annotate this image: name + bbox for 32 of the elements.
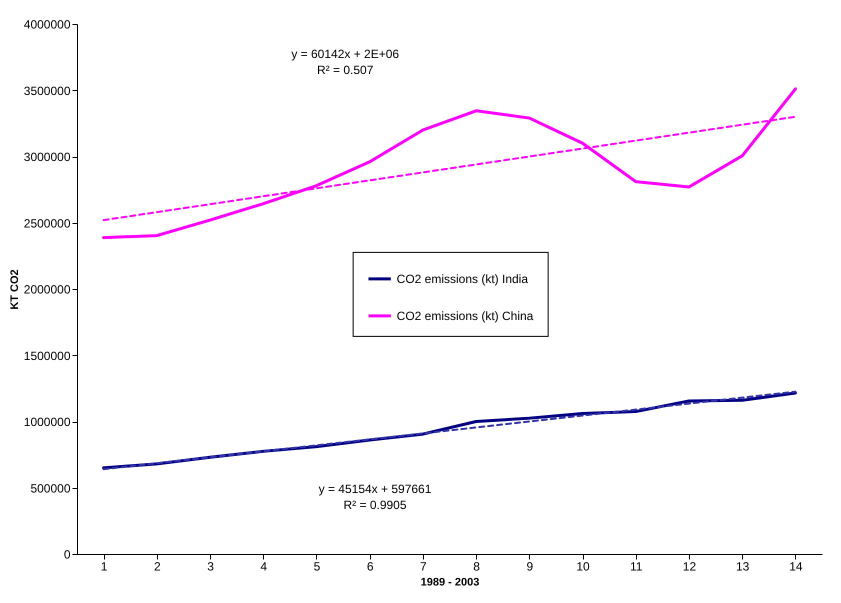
x-tick-label: 8 bbox=[473, 560, 480, 574]
y-tick-label: 0 bbox=[64, 548, 71, 562]
y-tick-label: 500000 bbox=[30, 481, 71, 496]
annotation: y = 60142x + 2E+06 bbox=[291, 47, 400, 61]
annotation: R² = 0.507 bbox=[317, 63, 374, 77]
x-tick-label: 9 bbox=[526, 560, 534, 574]
annotation: y = 45154x + 597661 bbox=[318, 482, 432, 496]
x-tick-label: 7 bbox=[420, 560, 428, 574]
line-series bbox=[102, 87, 797, 240]
x-tick-label: 4 bbox=[260, 560, 268, 574]
x-tick-label: 13 bbox=[736, 560, 750, 574]
x-tick-label: 11 bbox=[630, 560, 643, 574]
y-tick-label: 3500000 bbox=[24, 84, 71, 98]
x-tick-label: 6 bbox=[366, 560, 374, 574]
x-axis-title: 1989 - 2003 bbox=[420, 576, 480, 588]
x-tick-label: 14 bbox=[789, 560, 803, 574]
legend-label: CO2 emissions (kt) India bbox=[396, 272, 528, 286]
y-tick-label: 2000000 bbox=[24, 282, 71, 296]
x-tick-label: 10 bbox=[576, 560, 590, 574]
x-tick-label: 3 bbox=[207, 560, 214, 574]
y-tick-label: 4000000 bbox=[24, 18, 71, 32]
x-tick-label: 1 bbox=[100, 560, 108, 574]
legend-label: CO2 emissions (kt) China bbox=[396, 308, 534, 323]
x-tick-label: 5 bbox=[314, 560, 321, 574]
annotation: R² = 0.9905 bbox=[343, 498, 407, 512]
y-tick-label: 3000000 bbox=[24, 150, 71, 164]
y-tick-label: 1500000 bbox=[24, 348, 71, 363]
x-tick-label: 2 bbox=[154, 560, 161, 574]
y-tick-label: 2500000 bbox=[24, 216, 71, 230]
x-tick-label: 12 bbox=[682, 560, 696, 574]
y-axis-title: KT CO2 bbox=[8, 269, 21, 310]
y-tick-label: 1000000 bbox=[24, 415, 71, 429]
